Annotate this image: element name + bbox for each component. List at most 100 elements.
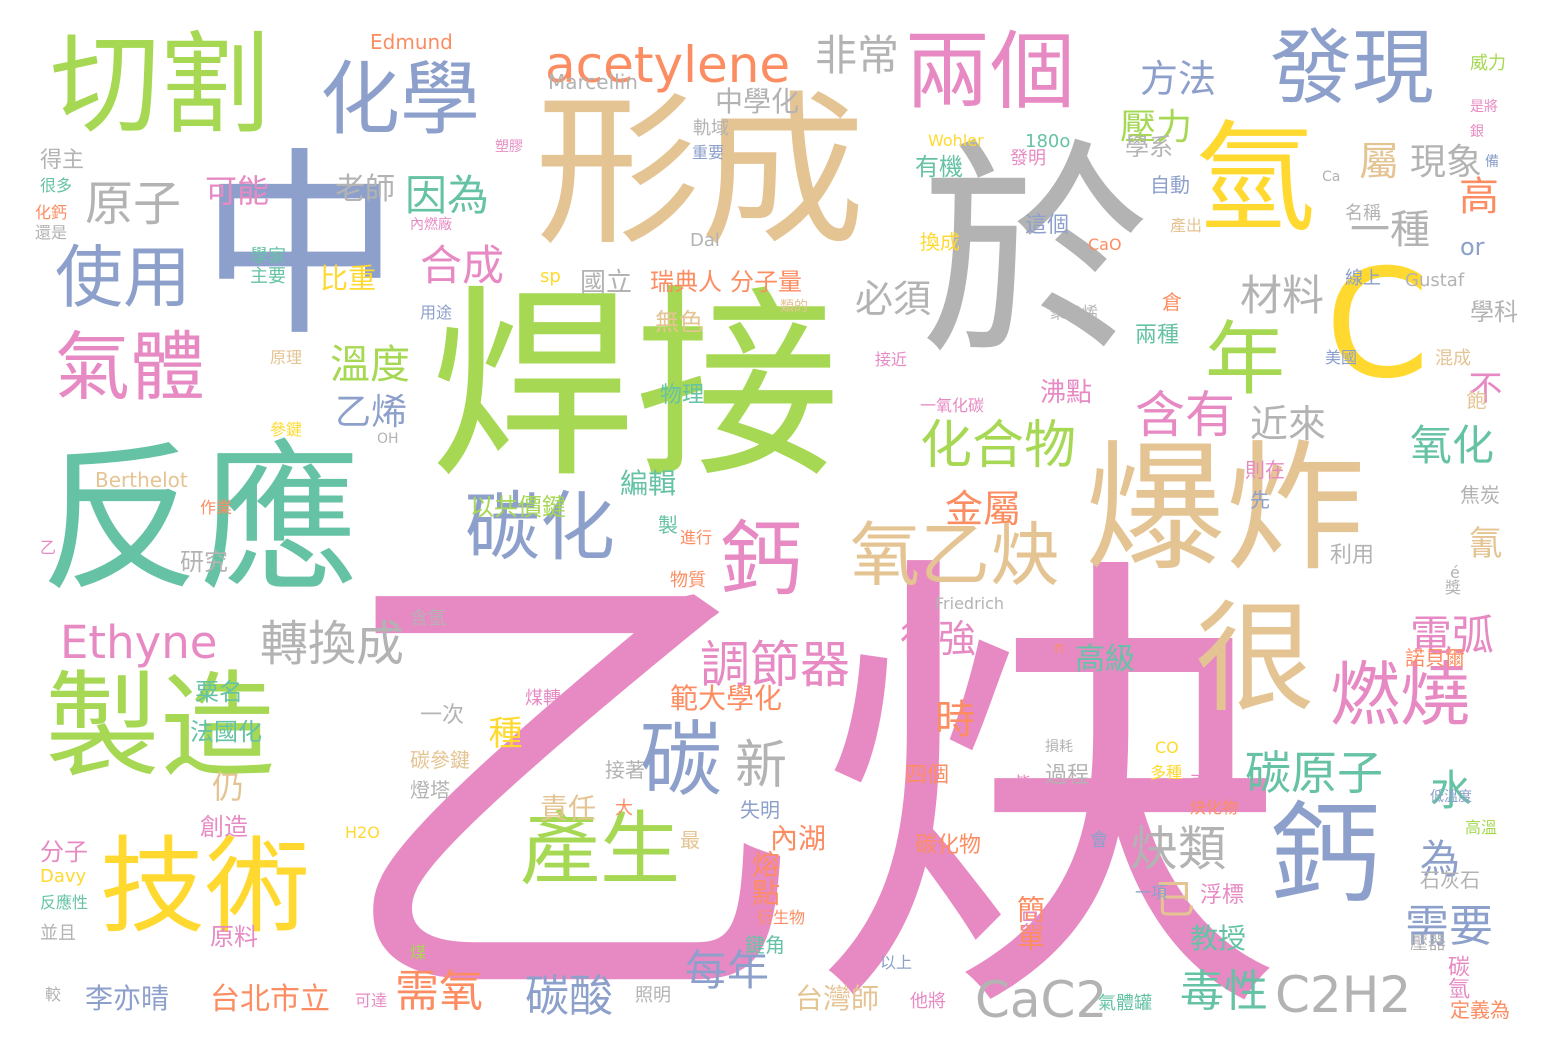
word-berthelot-115: Berthelot: [95, 468, 188, 492]
word-102: 碳化物: [915, 833, 982, 858]
word-34: 轉換成: [260, 616, 405, 672]
word-0: 乙炔: [330, 515, 1290, 1052]
word-11: 很: [1195, 590, 1315, 729]
word-169: 備: [1485, 154, 1499, 170]
word-30: 原子: [85, 176, 182, 232]
word-93: 簡單: [1013, 895, 1046, 951]
word-101: 四個: [905, 763, 950, 788]
word-67: 可能: [205, 172, 270, 210]
word-142: 接近: [875, 350, 908, 369]
word-56: 水: [1430, 766, 1473, 815]
word-c2h2-29: C2H2: [1275, 966, 1412, 1024]
word-132: 發明: [1010, 148, 1046, 169]
word-200: 皆: [1015, 773, 1032, 792]
word-wohler-118: Wohler: [928, 131, 984, 150]
word-91: 李亦晴: [85, 982, 170, 1015]
word-cao-125: CaO: [1088, 235, 1122, 254]
word-167: 是將: [1470, 99, 1498, 115]
word-25: 使用: [55, 239, 192, 318]
word-147: 則在: [1245, 458, 1285, 482]
word-84: 範大學化: [670, 682, 783, 715]
word-194: 多種: [1150, 763, 1183, 782]
word-17: 鈣: [720, 513, 803, 608]
word-110: 諾貝爾: [1405, 646, 1465, 670]
word-76: 國立: [580, 268, 633, 298]
word-151: 物質: [670, 570, 706, 591]
word-193: 會: [1090, 830, 1108, 851]
word-davy-119: Davy: [40, 866, 87, 887]
word-96: 研究: [180, 548, 228, 576]
word-89: 台北市立: [210, 982, 330, 1017]
word-2: 於: [920, 121, 1151, 388]
word-h2o-124: H2O: [345, 823, 380, 842]
word-87: 責任: [540, 792, 597, 825]
word-158: 類的: [780, 299, 808, 315]
word-15: 化學: [320, 53, 480, 146]
word-159: 學家: [250, 246, 286, 267]
word-141: 美國: [1325, 348, 1358, 367]
word-137: 線上: [1345, 268, 1381, 289]
word-66: 已: [1155, 877, 1195, 923]
word-92: 教授: [1190, 922, 1247, 955]
word-ca-129: Ca: [1322, 169, 1341, 185]
word-100: 原料: [210, 923, 258, 951]
word-153: 乙: [40, 538, 57, 557]
word-74: 學系: [1125, 133, 1173, 161]
word-181: 氧氣: [865, 923, 898, 942]
word-50: 新: [735, 736, 788, 796]
word-188: 反應性: [40, 893, 89, 912]
word-198: 高溫: [1465, 818, 1498, 837]
word-138: 倉: [1162, 290, 1182, 314]
word-192: 一項: [1135, 883, 1168, 902]
word-52: 需氧: [395, 966, 483, 1017]
word-139: 兩種: [1135, 323, 1180, 348]
word-3: 形成: [535, 76, 865, 268]
word-c-18: C: [1325, 238, 1430, 412]
word-160: 主要: [250, 266, 286, 287]
word-136: 名稱: [1345, 203, 1381, 224]
word-12: 鈣: [1270, 791, 1380, 919]
word-44: 必須: [855, 277, 932, 321]
word-48: 金屬: [945, 487, 1022, 531]
word-85: 內湖: [770, 822, 827, 855]
word-edmund-113: Edmund: [370, 30, 453, 54]
word-95: 法國化: [190, 718, 262, 746]
word-78: 分子量: [730, 268, 802, 296]
word-171: 煤轉: [525, 688, 561, 709]
word-187: 較: [45, 985, 62, 1004]
word-191: 氣體罐: [1098, 993, 1152, 1014]
word-163: 很多: [40, 176, 73, 195]
word-75: 有機: [915, 153, 963, 181]
word-53: 碳酸: [525, 971, 613, 1022]
word-172: 碳參鍵: [410, 748, 470, 772]
word-148: 先: [1250, 488, 1270, 512]
word-dal-120: Dal: [690, 230, 720, 251]
word-60: 屬: [1352, 140, 1398, 180]
word-or-62: or: [1460, 233, 1485, 261]
word-21: 燃燒: [1330, 654, 1470, 736]
word-133: 自動: [1150, 173, 1190, 197]
word-55: 需要: [1405, 901, 1493, 952]
word-63: 不: [1462, 370, 1502, 404]
word-82: 編輯: [620, 467, 677, 500]
word-cac2-28: CaC2: [975, 971, 1108, 1029]
word-161: 內燃廠: [410, 217, 452, 233]
word-6: 爆炸: [1085, 428, 1366, 591]
word-196: 炔化物: [1190, 798, 1239, 817]
word-64: 氰: [1462, 525, 1502, 559]
word-150: 進行: [680, 528, 713, 547]
word-90: 台灣師: [795, 982, 880, 1015]
word-33: 調節器: [700, 636, 850, 694]
word-20: 氣體: [55, 323, 206, 411]
word-178: 衍生物: [757, 908, 806, 927]
word-104: 浮標: [1200, 883, 1245, 908]
word-77: 瑞典人: [650, 268, 722, 296]
word-32: 含有: [1135, 386, 1235, 444]
word-39: 合成: [420, 241, 505, 290]
word-71: 仍: [207, 770, 245, 802]
word-45: 溫度: [330, 342, 410, 388]
word-49: 很強: [900, 617, 977, 661]
word-23: 碳: [640, 713, 723, 808]
word-131: 重要: [692, 143, 725, 162]
word-36: 炔類: [1130, 821, 1227, 877]
